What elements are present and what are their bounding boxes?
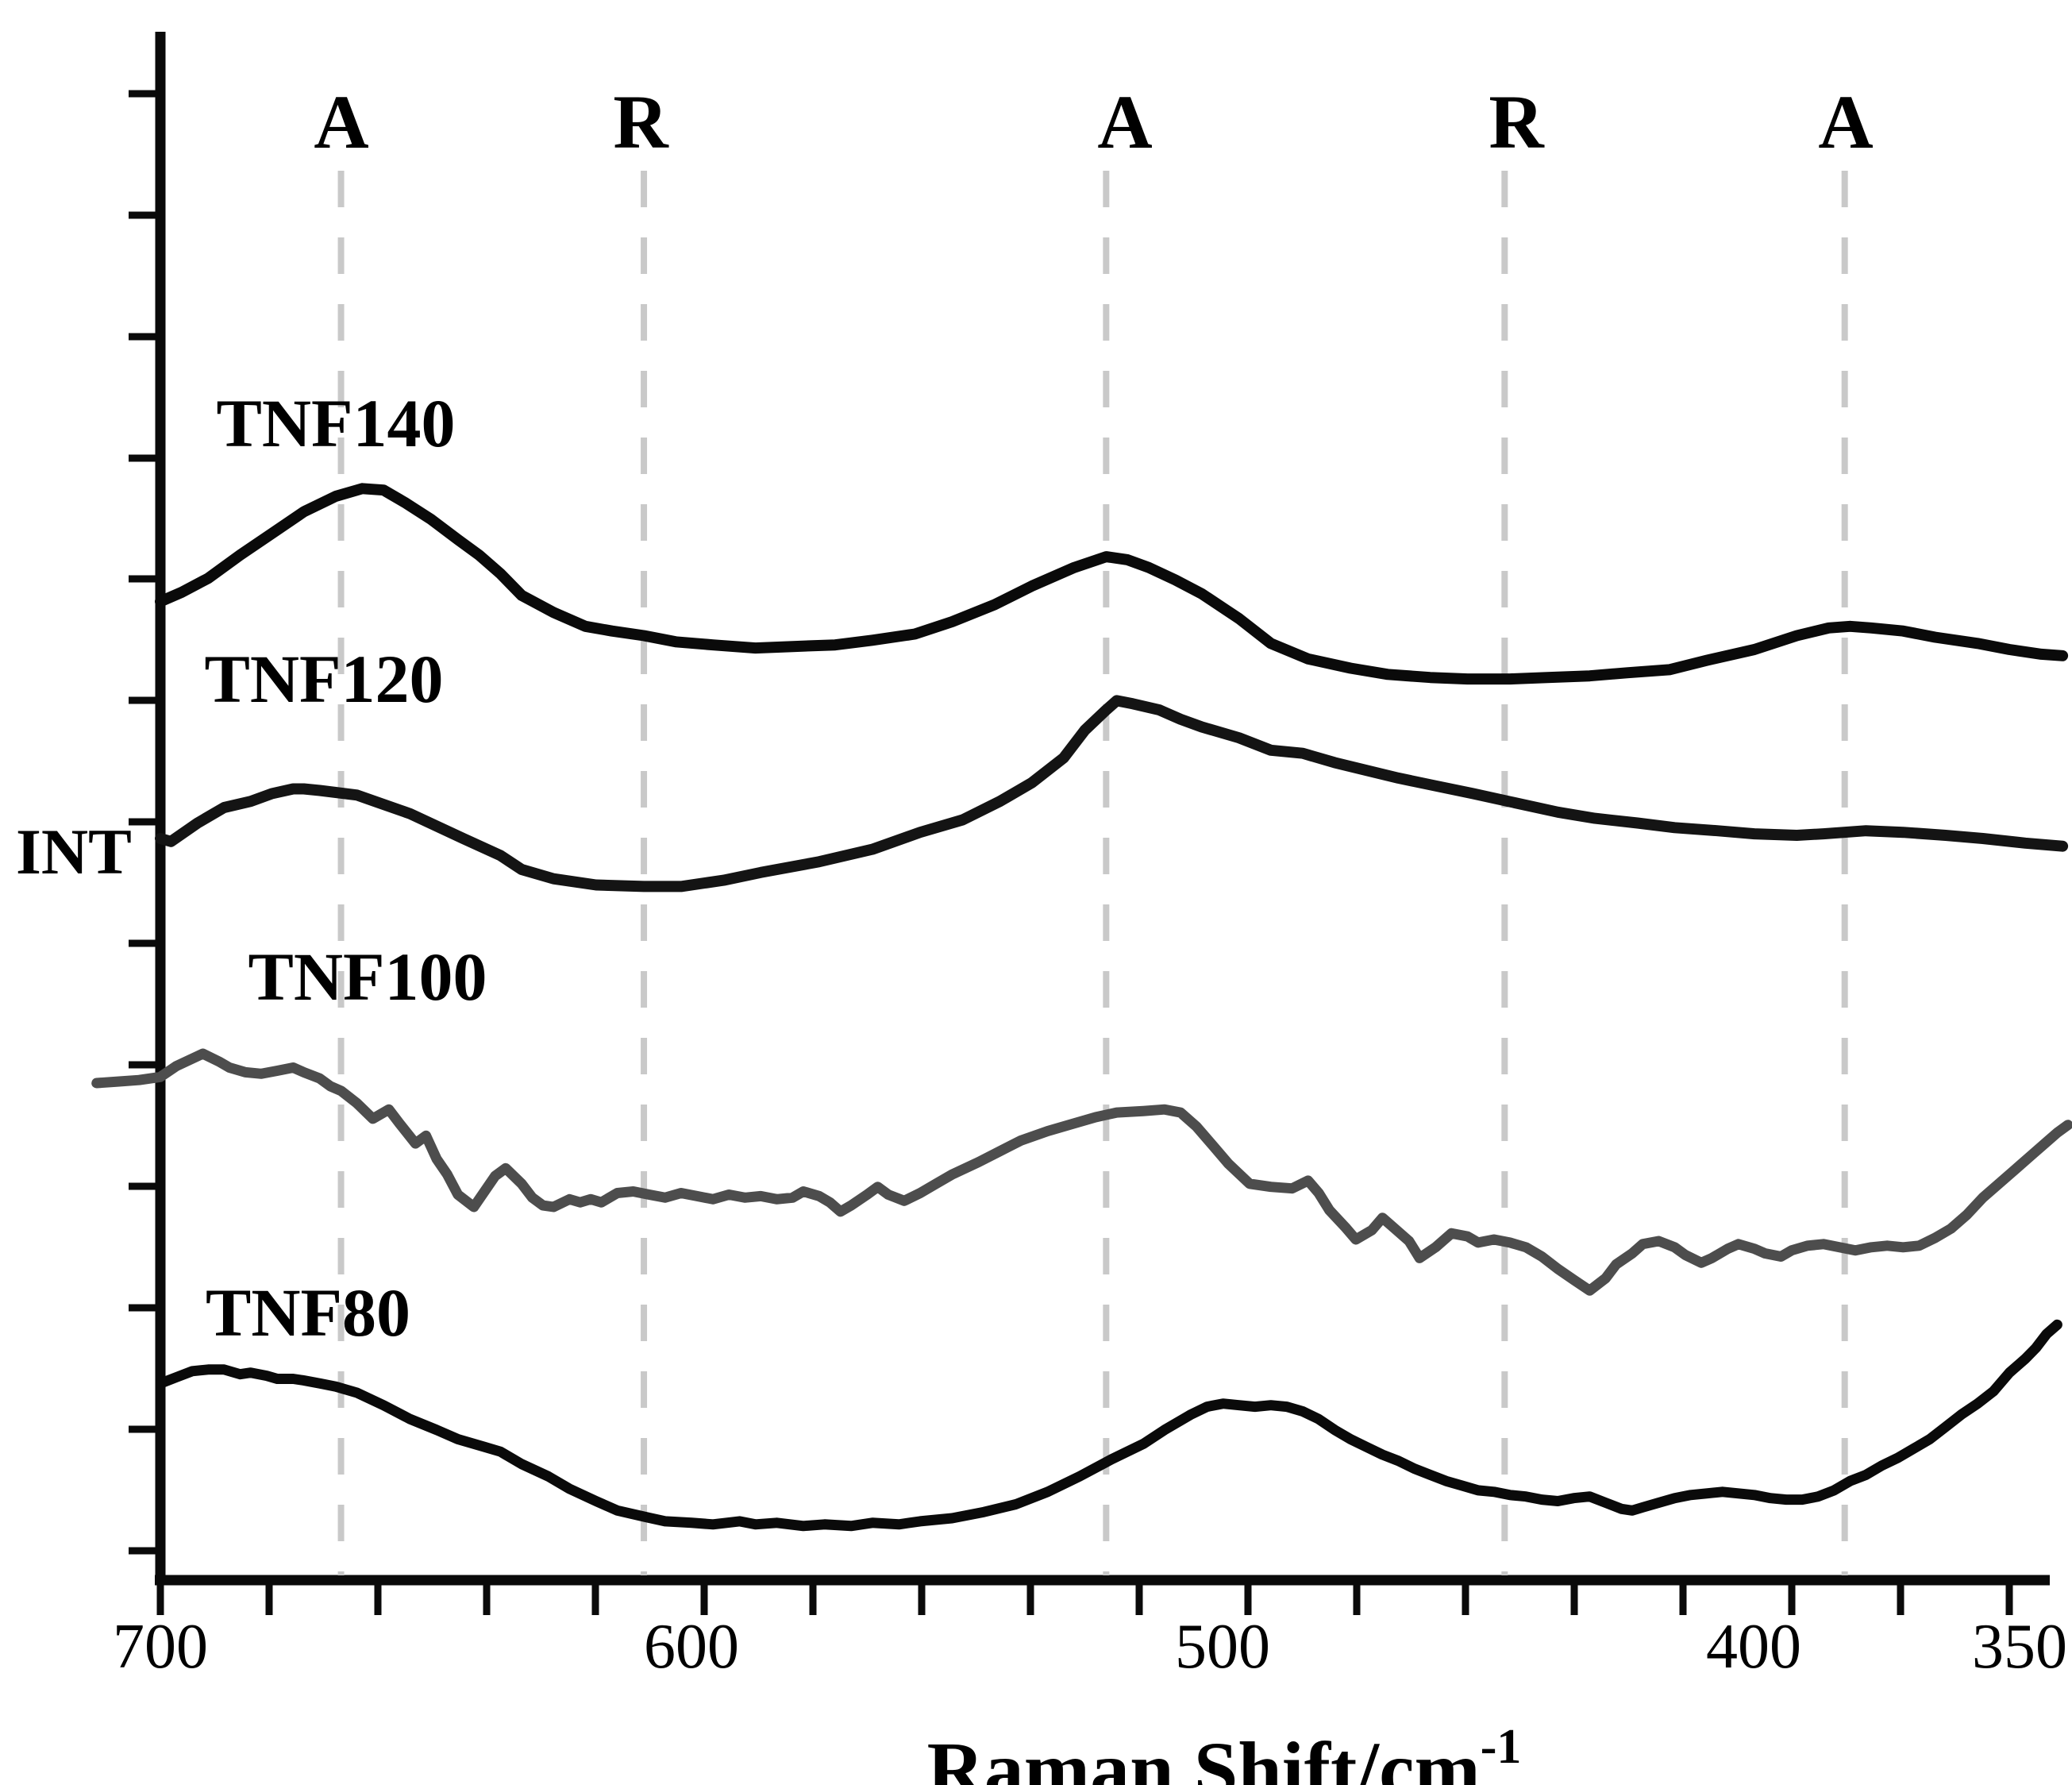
band-label-A-383: A xyxy=(1818,79,1873,164)
series-label-TNF100: TNF100 xyxy=(248,939,487,1015)
axis-ticks xyxy=(129,90,2013,1615)
x-tick-label-700: 700 xyxy=(113,1612,208,1682)
band-label-R-609: R xyxy=(613,79,669,164)
series-label-TNF120: TNF120 xyxy=(205,641,444,717)
spectrum-curve-TNF80 xyxy=(155,1319,2062,1532)
y-axis-title: INT xyxy=(16,815,132,888)
spectrum-curve-TNF120 xyxy=(155,695,2069,892)
x-tick-label-350: 350 xyxy=(1972,1612,2067,1682)
x-tick-label-600: 600 xyxy=(644,1612,739,1682)
x-tick-label-500: 500 xyxy=(1175,1612,1270,1682)
spectrum-curve-TNF100 xyxy=(91,1048,2072,1296)
x-tick-label-400: 400 xyxy=(1706,1612,1801,1682)
band-marker-lines xyxy=(337,171,1848,1575)
spectrum-curve-TNF140 xyxy=(155,483,2069,685)
band-label-R-447: R xyxy=(1489,79,1545,164)
band-label-A-666: A xyxy=(314,79,368,164)
x-axis-title-text: Raman Shift/cm xyxy=(927,1725,1481,1785)
band-label-A-522: A xyxy=(1097,79,1152,164)
series-label-TNF80: TNF80 xyxy=(206,1274,410,1351)
spectra-curves xyxy=(91,483,2072,1532)
x-axis-title-superscript: -1 xyxy=(1481,1720,1522,1774)
series-label-TNF140: TNF140 xyxy=(217,385,456,461)
x-axis-title: Raman Shift/cm-1 xyxy=(927,1720,1522,1785)
